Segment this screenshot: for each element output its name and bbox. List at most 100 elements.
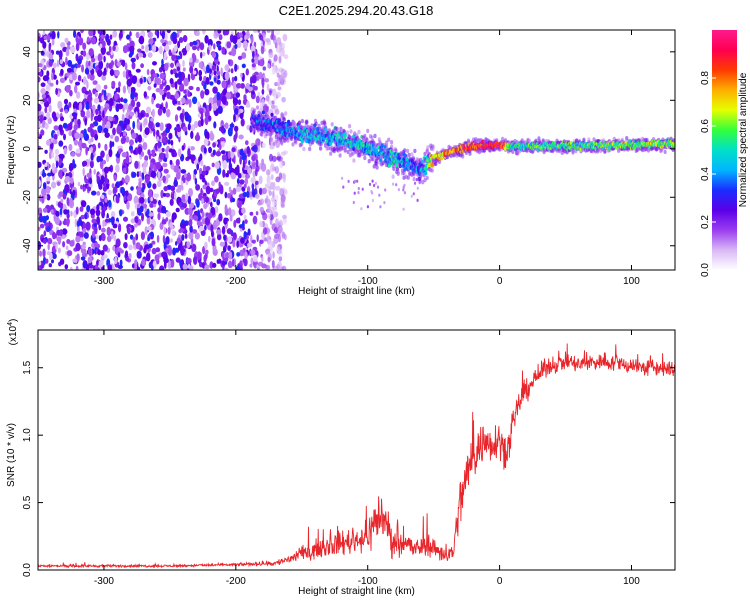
heatmap-noise-cell (101, 233, 106, 242)
heatmap-noise-cell (78, 102, 83, 112)
heatmap-noise-cell (39, 194, 42, 202)
heatmap-noise-cell (212, 262, 217, 268)
heatmap-noise-cell (71, 112, 78, 117)
heatmap-noise-cell (90, 146, 93, 153)
heatmap-noise-cell (274, 42, 278, 49)
heatmap-noise-cell (147, 76, 151, 82)
heatmap-noise-cell (88, 48, 94, 57)
heatmap-noise-cell (196, 30, 200, 37)
heatmap-signal-halo (392, 166, 396, 171)
heatmap-noise-cell (116, 61, 122, 67)
heatmap-noise-cell (112, 186, 118, 194)
heatmap-noise-cell (223, 267, 229, 270)
heatmap-noise-cell (242, 160, 246, 169)
heatmap-noise-cell (78, 216, 82, 226)
heatmap-noise-cell (227, 127, 233, 137)
heatmap-noise-cell (232, 97, 239, 106)
heatmap-noise-cell (203, 138, 209, 146)
heatmap-noise-cell (204, 35, 209, 44)
heatmap-noise-cell (212, 103, 217, 111)
heatmap-noise-cell (205, 249, 209, 255)
heatmap-signal-halo (346, 149, 350, 155)
heatmap-noise-cell (253, 30, 258, 33)
heatmap-noise-cell (157, 207, 161, 213)
heatmap-noise-cell (52, 74, 57, 80)
heatmap-noise-cell (84, 178, 89, 184)
heatmap-noise-cell (228, 251, 233, 260)
heatmap-noise-cell (221, 260, 226, 266)
heatmap-noise-cell (129, 139, 134, 146)
heatmap-noise-cell (255, 211, 259, 216)
heatmap-noise-cell (250, 177, 257, 184)
heatmap-noise-cell (38, 76, 41, 83)
heatmap-noise-cell (182, 35, 188, 43)
heatmap-noise-cell (80, 248, 87, 254)
heatmap-signal-halo (411, 157, 415, 162)
heatmap-noise-cell (221, 154, 227, 162)
heatmap-noise-cell (245, 174, 250, 179)
heatmap-noise-cell (186, 257, 192, 265)
heatmap-noise-cell (43, 97, 48, 103)
heatmap-noise-cell (216, 43, 221, 48)
heatmap-noise-cell (112, 127, 116, 136)
heatmap-noise-cell (77, 118, 81, 127)
heatmap-noise-cell (163, 157, 168, 162)
heatmap-noise-cell (273, 227, 278, 234)
heatmap-noise-cell (40, 82, 46, 87)
heatmap-noise-cell (196, 162, 200, 171)
heatmap-noise-cell (251, 63, 256, 68)
heatmap-noise-cell (95, 84, 102, 92)
heatmap-noise-cell (282, 33, 288, 42)
heatmap-noise-cell (103, 182, 106, 187)
heatmap-noise-cell (234, 43, 238, 50)
heatmap-noise-cell (44, 122, 49, 130)
heatmap-noise-cell (57, 31, 60, 39)
heatmap-noise-cell (244, 177, 249, 185)
heatmap-noise-cell (141, 259, 146, 266)
heatmap-noise-cell (272, 206, 278, 211)
heatmap-noise-cell (129, 234, 134, 240)
heatmap-noise-cell (231, 47, 237, 57)
heatmap-signal-halo (363, 155, 367, 161)
heatmap-noise-cell (159, 72, 165, 80)
heatmap-noise-cell (266, 83, 270, 91)
heatmap-noise-cell (261, 255, 264, 263)
heatmap-signal-halo (260, 132, 264, 137)
heatmap-noise-cell (261, 89, 265, 95)
heatmap-signal-halo (338, 153, 342, 158)
heatmap-noise-cell (172, 247, 177, 256)
heatmap-noise-cell (218, 181, 221, 188)
heatmap-noise-cell (85, 146, 88, 156)
heatmap-signal-halo (372, 141, 376, 146)
heatmap-noise-cell (38, 226, 41, 231)
heatmap-noise-cell (82, 42, 87, 50)
heatmap-noise-cell (130, 218, 136, 224)
heatmap-noise-cell (195, 184, 201, 191)
heatmap-noise-cell (59, 208, 63, 216)
heatmap-noise-cell (240, 72, 243, 78)
heatmap-noise-cell (69, 197, 73, 207)
heatmap-noise-cell (100, 250, 105, 256)
heatmap-noise-cell (82, 167, 85, 177)
heatmap-noise-cell (66, 217, 70, 226)
heatmap-noise-cell (102, 110, 105, 118)
heatmap-noise-cell (103, 254, 108, 259)
heatmap-noise-cell (266, 175, 271, 184)
heatmap-noise-cell (249, 263, 253, 268)
heatmap-noise-cell (208, 102, 212, 112)
heatmap-noise-cell (227, 236, 233, 243)
heatmap-noise-cell (238, 134, 244, 140)
heatmap-noise-cell (146, 226, 152, 231)
heatmap-noise-cell (177, 148, 182, 158)
heatmap-noise-cell (177, 78, 182, 85)
heatmap-noise-cell (103, 67, 107, 75)
heatmap-noise-cell (136, 250, 142, 259)
heatmap-noise-cell (214, 175, 219, 183)
heatmap-noise-cell (118, 81, 121, 88)
heatmap-noise-cell (94, 264, 98, 270)
heatmap-noise-cell (123, 98, 128, 104)
heatmap-noise-cell (190, 154, 196, 162)
heatmap-noise-cell (261, 80, 265, 89)
heatmap-noise-cell (44, 149, 48, 154)
heatmap-noise-cell (158, 199, 162, 206)
